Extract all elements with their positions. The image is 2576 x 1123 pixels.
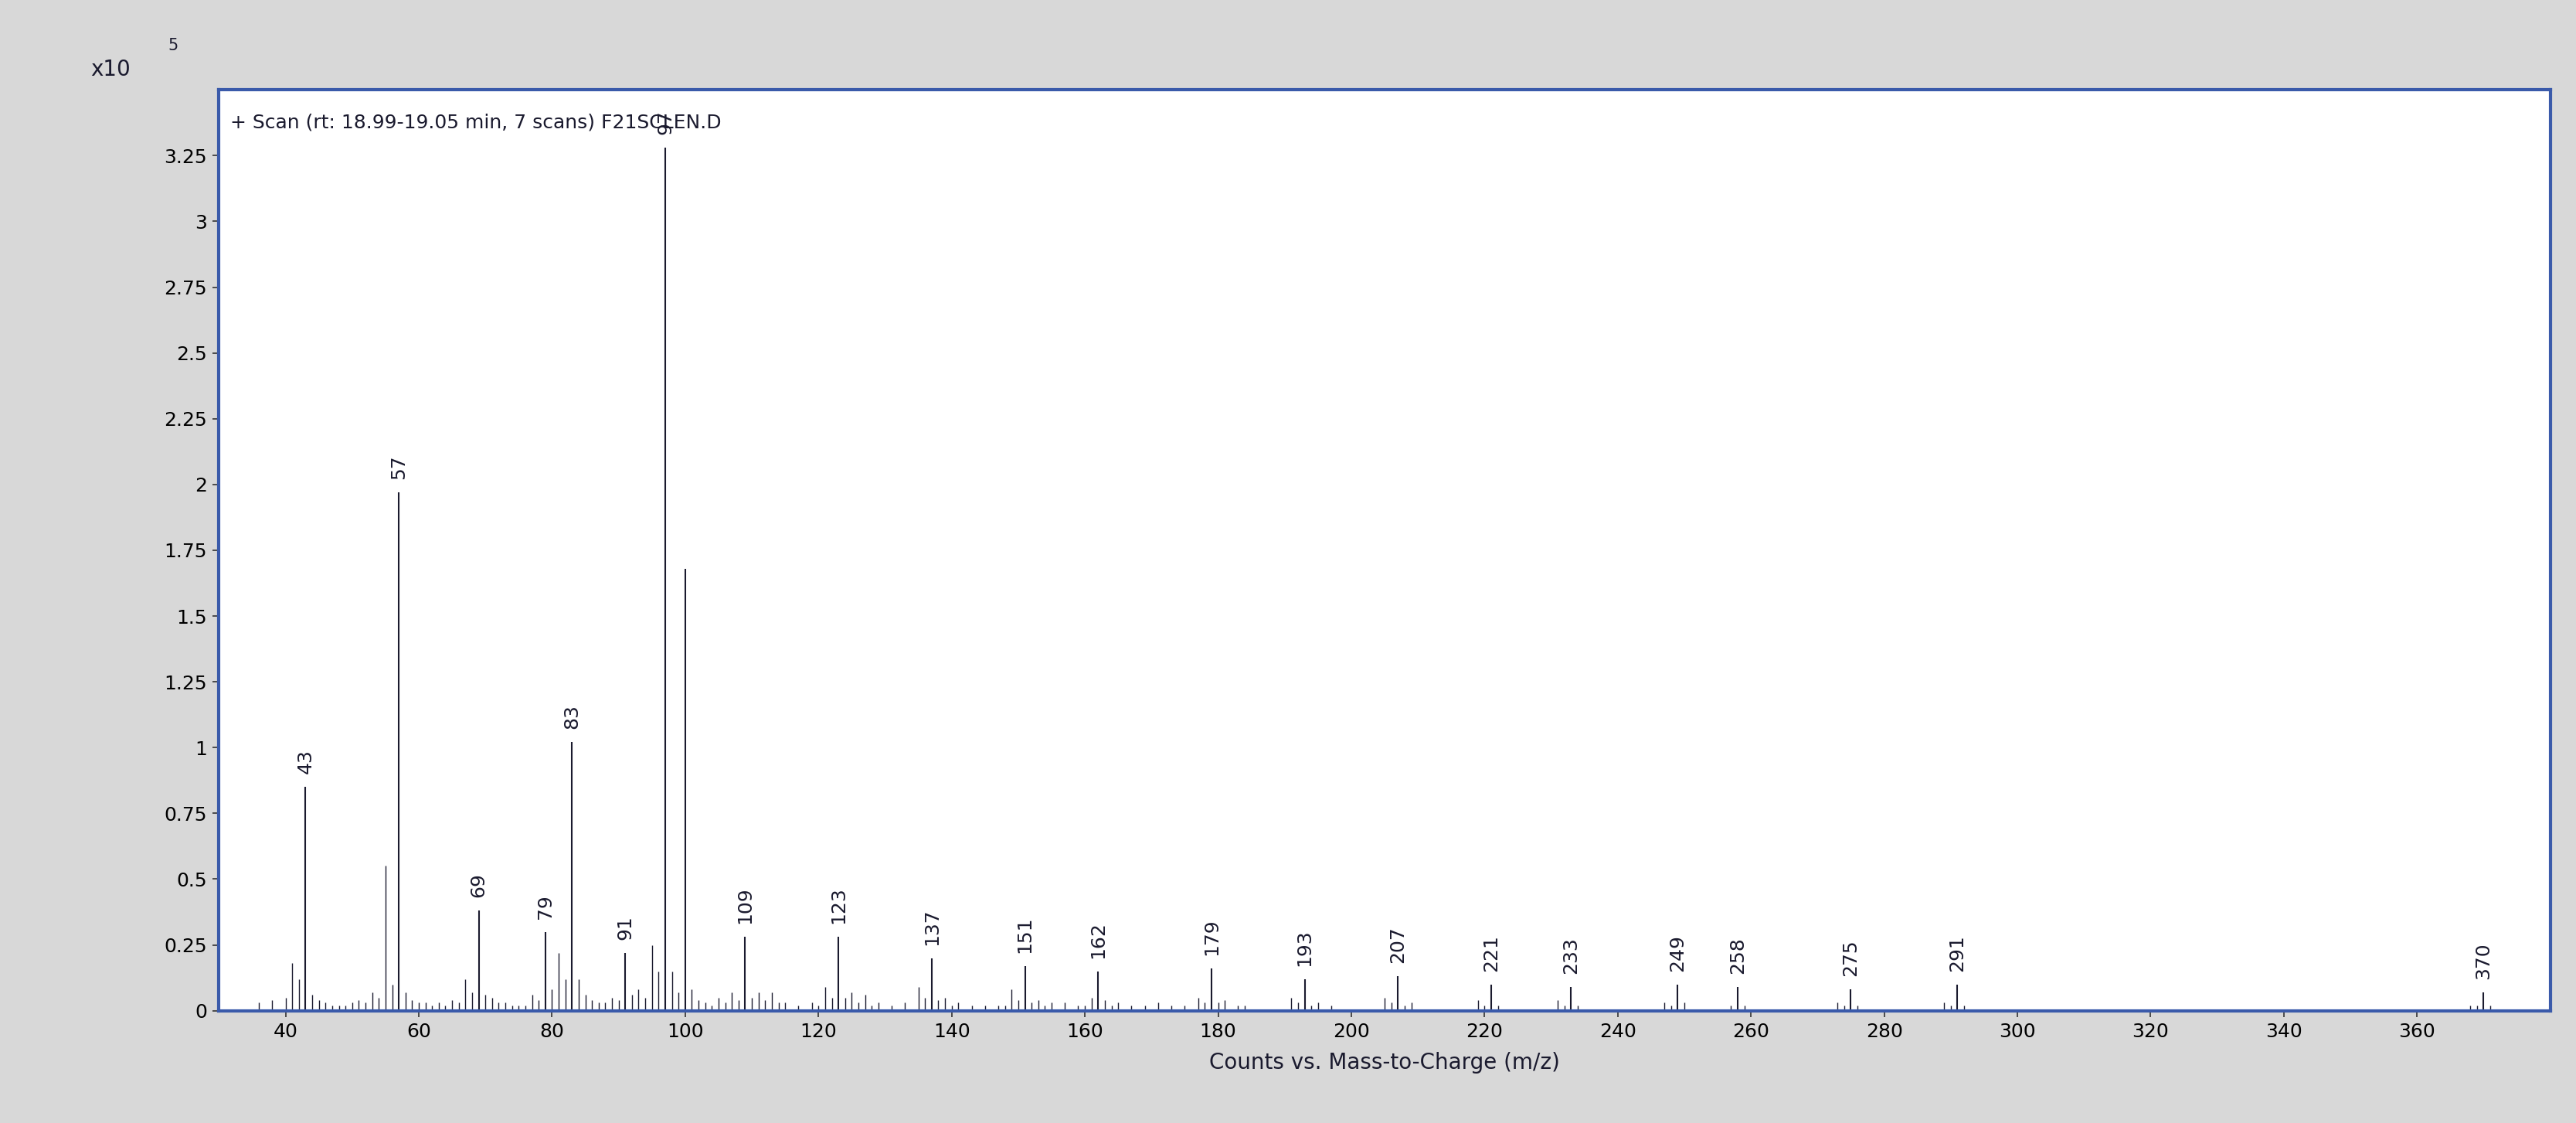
Text: 193: 193: [1296, 929, 1314, 966]
Text: 57: 57: [389, 455, 407, 480]
Text: 91: 91: [616, 915, 634, 940]
Text: 5: 5: [167, 37, 178, 53]
Text: 291: 291: [1947, 934, 1965, 971]
Text: 123: 123: [829, 887, 848, 924]
Text: 370: 370: [2476, 942, 2494, 979]
Text: 79: 79: [536, 894, 554, 919]
Text: 43: 43: [296, 749, 314, 774]
Text: 207: 207: [1388, 926, 1406, 964]
Text: 109: 109: [737, 887, 755, 924]
Text: + Scan (rt: 18.99-19.05 min, 7 scans) F21SCLEN.D: + Scan (rt: 18.99-19.05 min, 7 scans) F2…: [232, 113, 721, 131]
Text: 83: 83: [562, 704, 582, 729]
Text: 162: 162: [1090, 921, 1108, 958]
Text: 69: 69: [469, 873, 487, 897]
Text: 275: 275: [1842, 940, 1860, 977]
Text: 151: 151: [1015, 916, 1033, 952]
Text: 97: 97: [657, 110, 675, 135]
Text: 137: 137: [922, 909, 940, 944]
Text: 179: 179: [1203, 919, 1221, 956]
Text: 258: 258: [1728, 937, 1747, 974]
Text: 249: 249: [1669, 934, 1687, 971]
X-axis label: Counts vs. Mass-to-Charge (m/z): Counts vs. Mass-to-Charge (m/z): [1208, 1052, 1561, 1074]
Text: 233: 233: [1561, 937, 1579, 974]
Text: x10: x10: [90, 60, 131, 81]
Text: 221: 221: [1481, 934, 1499, 971]
